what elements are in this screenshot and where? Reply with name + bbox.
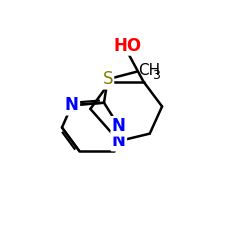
Text: N: N	[112, 117, 126, 135]
Text: N: N	[65, 96, 79, 114]
Text: S: S	[102, 70, 113, 88]
Text: HO: HO	[114, 37, 141, 55]
Text: 3: 3	[152, 69, 160, 82]
Text: CH: CH	[138, 63, 161, 78]
Text: N: N	[112, 132, 126, 150]
